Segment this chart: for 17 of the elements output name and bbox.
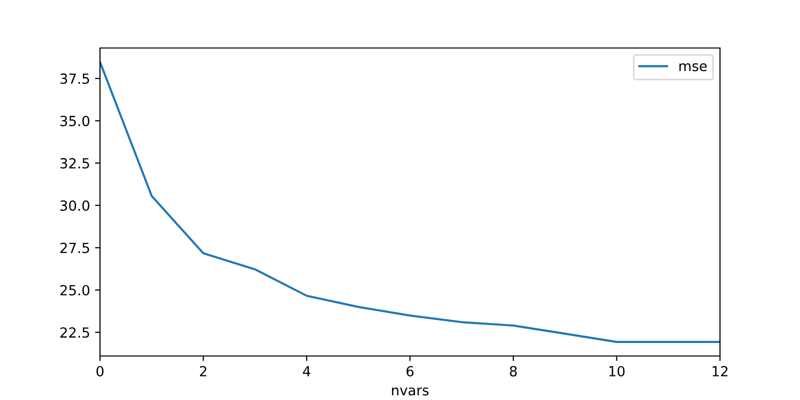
x-tick-label: 10 [609, 366, 625, 376]
y-tick-label: 25.0 [60, 284, 90, 296]
x-tick-label: 6 [406, 366, 414, 376]
y-tick-label: 22.5 [60, 327, 90, 338]
y-tick-label: 32.5 [60, 158, 90, 169]
y-tick-label: 27.5 [60, 242, 90, 254]
x-tick-label: 0 [96, 366, 104, 376]
x-tick-label: 12 [712, 366, 728, 376]
y-tick-label: 35.0 [60, 116, 90, 126]
y-tick-label: 30.0 [60, 200, 90, 211]
x-tick-label: 8 [510, 366, 517, 376]
x-tick-label: 4 [302, 366, 310, 376]
legend-label: mse [679, 63, 707, 72]
x-tick-label: 2 [200, 366, 206, 376]
x-axis-title: nvars [392, 387, 429, 396]
y-tick-label: 37.5 [60, 73, 90, 84]
line-series [100, 61, 720, 343]
